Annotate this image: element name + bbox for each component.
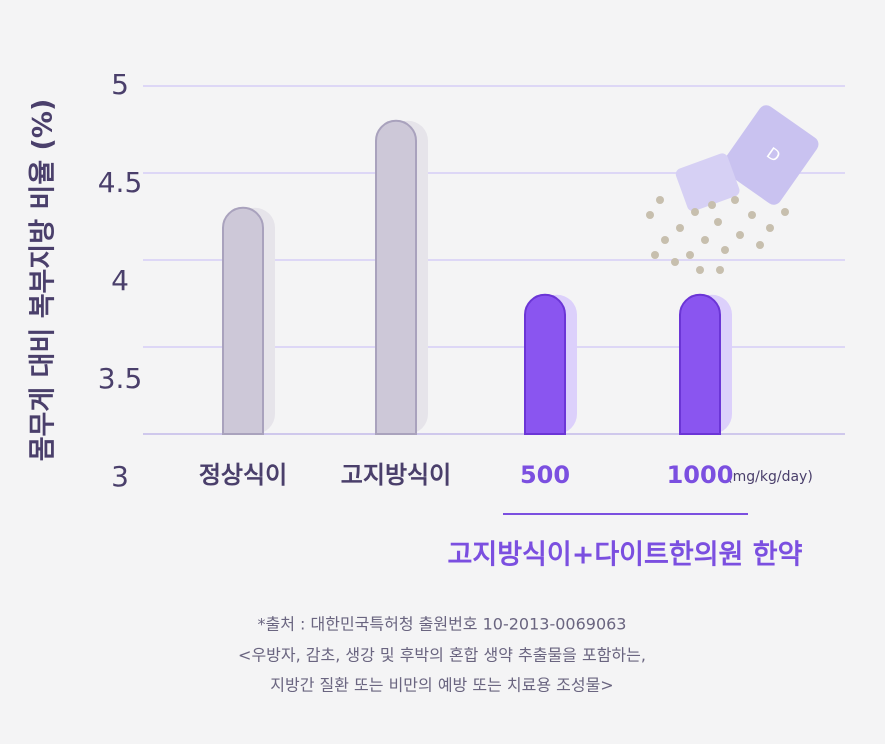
footnote: <우방자, 감초, 생강 및 후박의 혼합 생약 추출물을 포함하는, xyxy=(238,646,646,665)
y-tick-label: 3 xyxy=(111,460,129,493)
group-label: 고지방식이+다이트한의원 한약 xyxy=(448,540,803,571)
x-tick-label: 정상식이 xyxy=(199,461,287,489)
bar xyxy=(222,206,264,435)
y-axis-label: 몸무게 대비 복부지방 비율 (%) xyxy=(28,99,59,462)
y-tick-label: 4 xyxy=(111,264,129,297)
bar xyxy=(679,293,721,435)
bar xyxy=(524,293,566,435)
y-tick-label: 3.5 xyxy=(98,362,143,395)
unit-label: (mg/kg/day) xyxy=(727,469,813,485)
x-tick-label: 1000 xyxy=(667,461,734,489)
footnote: *출처 : 대한민국특허청 출원번호 10-2013-0069063 xyxy=(258,615,627,634)
footnote: 지방간 질환 또는 비만의 예방 또는 치료용 조성물> xyxy=(270,676,613,695)
x-tick-label: 고지방식이 xyxy=(341,461,451,489)
x-tick-label: 500 xyxy=(520,461,570,489)
sachet-illustration: D xyxy=(646,105,819,274)
y-tick-label: 5 xyxy=(111,68,129,101)
bar xyxy=(375,119,417,435)
y-tick-label: 4.5 xyxy=(98,166,143,199)
